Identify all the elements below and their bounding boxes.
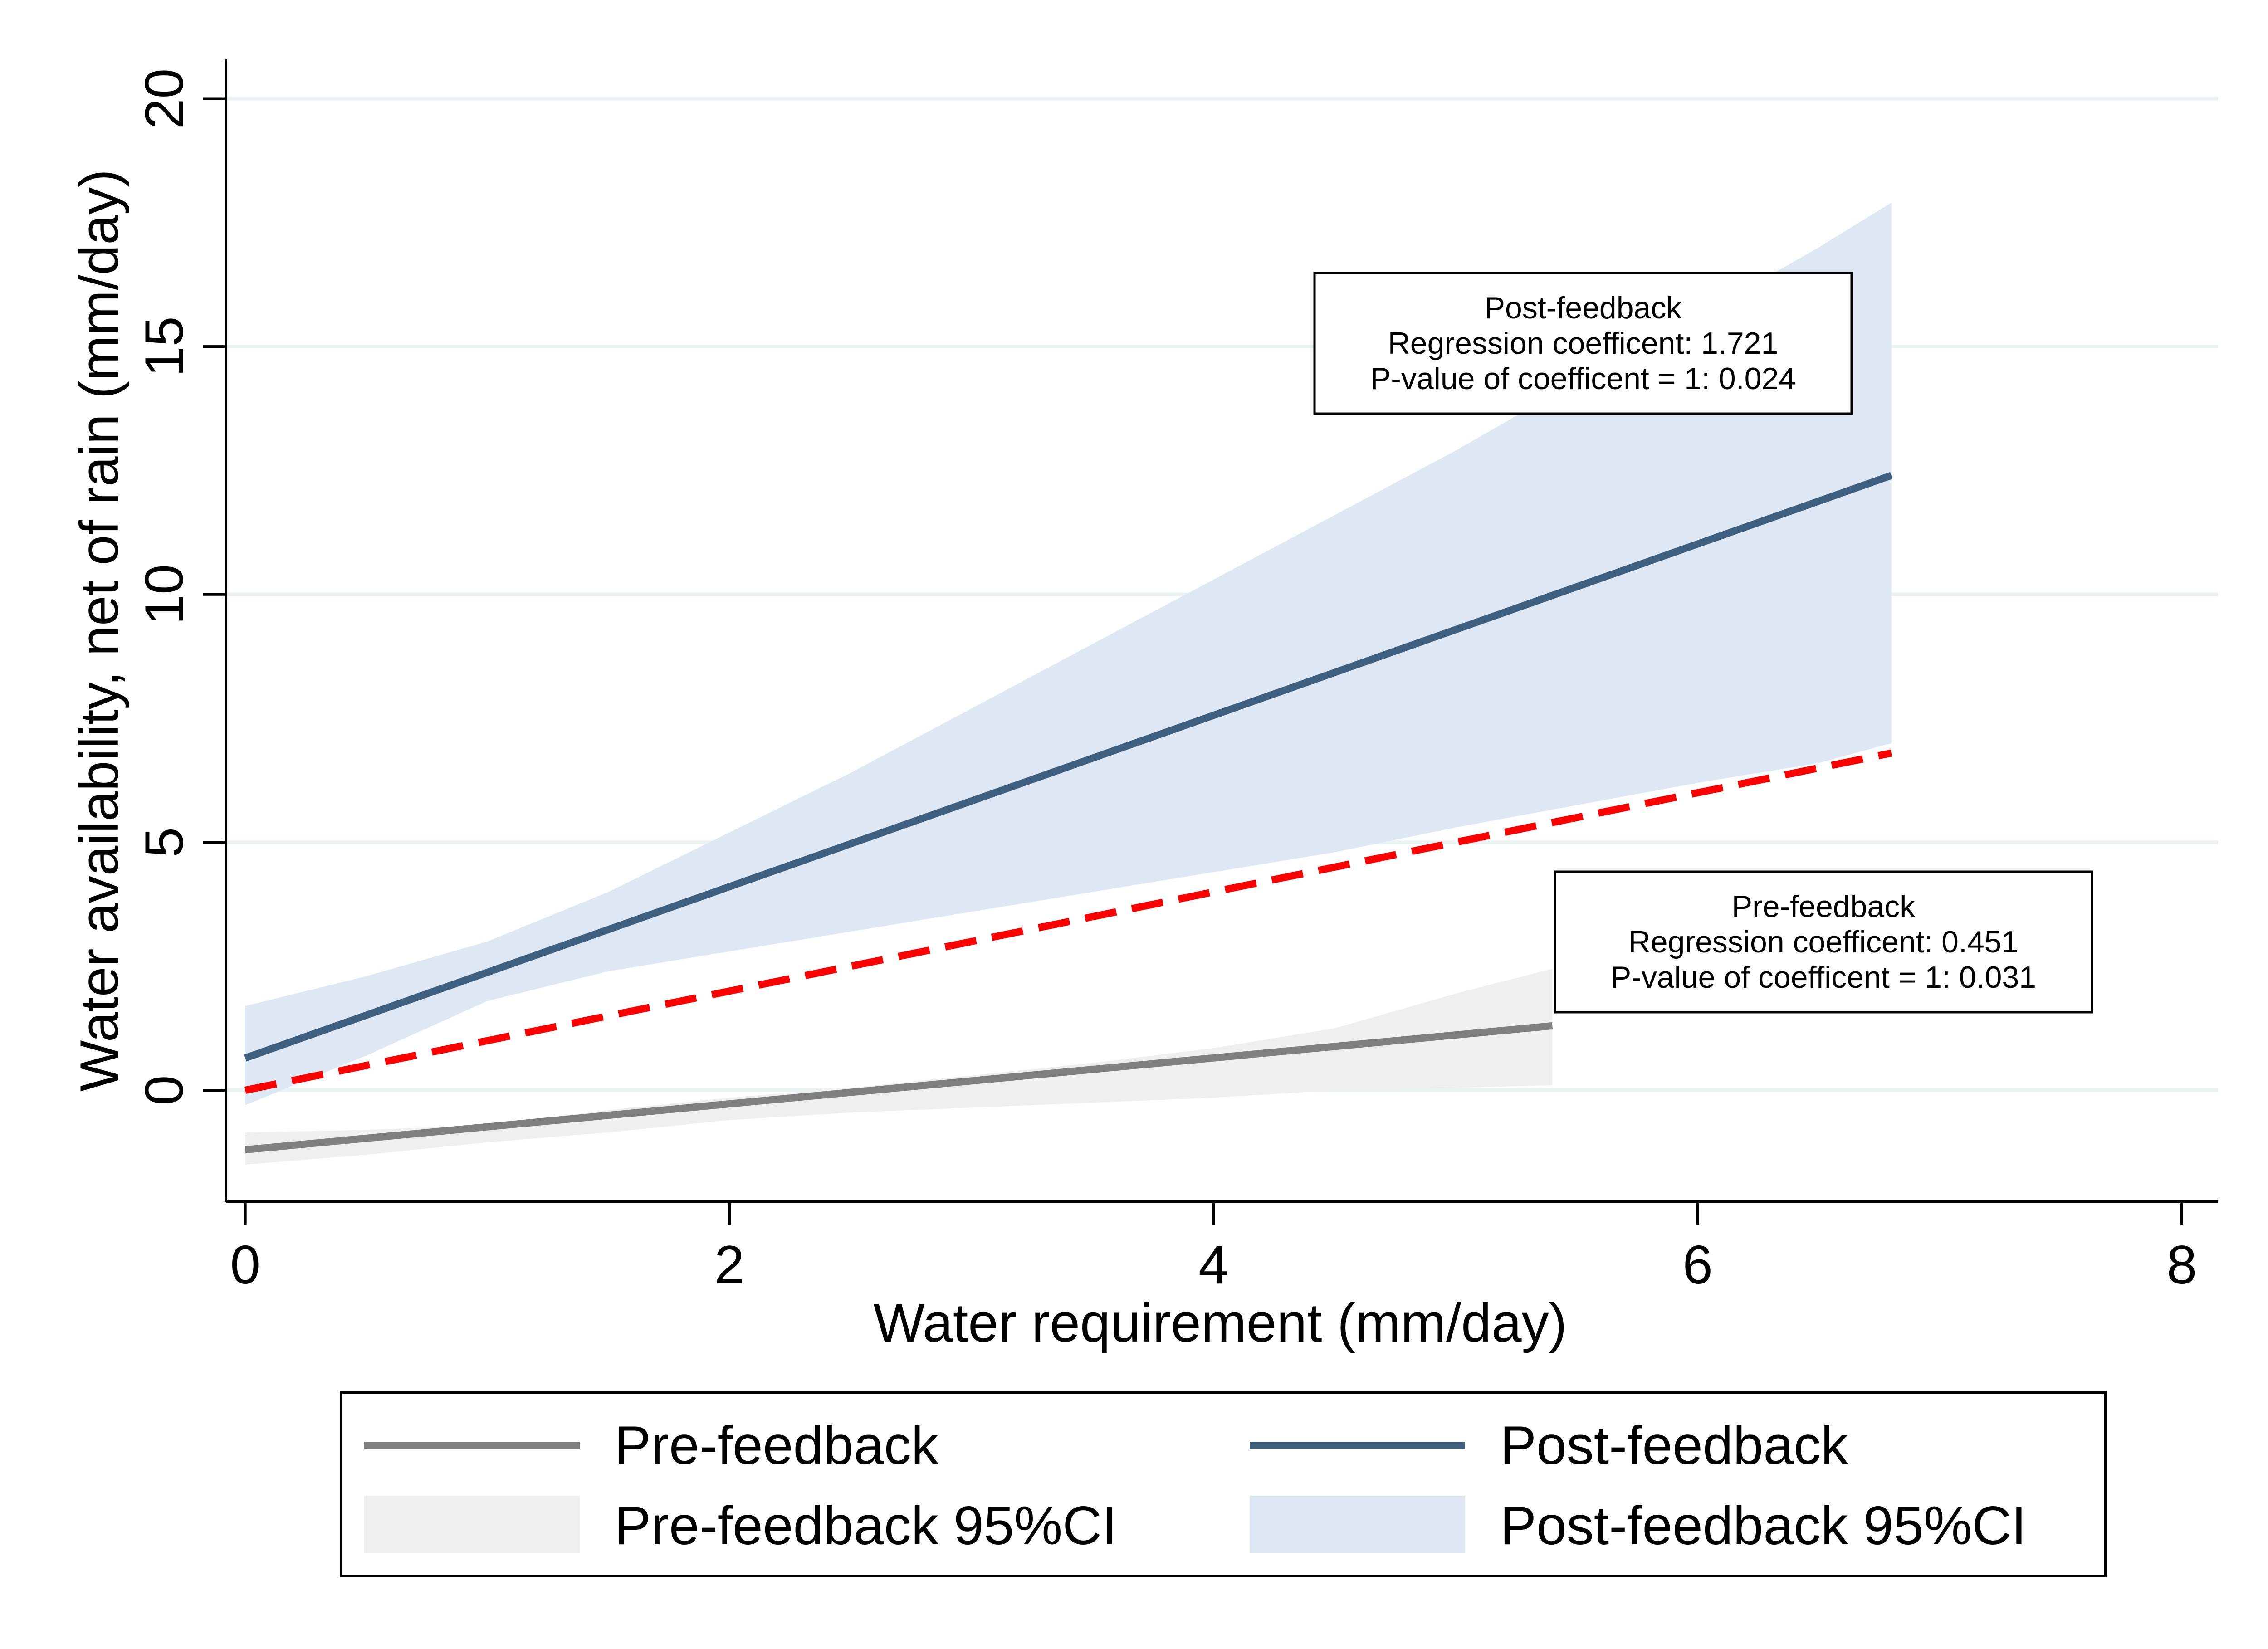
annotation-line: Post-feedback [1485,291,1682,325]
annotation-box [1313,272,1853,415]
x-tick-label: 4 [1198,1234,1229,1295]
regression-lines [244,472,1893,1154]
legend-box [340,1391,2107,1577]
y-tick-label: 5 [134,827,195,858]
post-feedback-95-ci-band [245,203,1892,1105]
x-axis-label: Water requirement (mm/day) [873,1293,1567,1353]
x-tick-label: 2 [714,1234,745,1295]
45-degree-reference-line [244,749,1892,1094]
annotation-line: Regression coefficent: 1.721 [1388,326,1779,361]
y-tick-label: 15 [134,316,195,376]
legend-label-pre-feedback-ci: Pre-feedback 95%CI [615,1495,1117,1556]
y-tick-label: 10 [134,564,195,624]
annotation-post-feedback: Post-feedback Regression coefficent: 1.7… [1313,272,1853,415]
legend-label-post-feedback-ci: Post-feedback 95%CI [1500,1495,2027,1556]
annotation-pre-feedback: Pre-feedback Regression coefficent: 0.45… [1554,870,2093,1014]
y-tick-label: 0 [134,1075,195,1106]
legend-swatch-post-feedback-ci [1250,1496,1465,1553]
axes [225,59,2218,1203]
x-tick-label: 8 [2167,1234,2197,1295]
axis-ticks: 0 2 4 6 8 0 5 10 15 20 [134,68,2197,1295]
annotation-box [1554,870,2093,1014]
y-tick-label: 20 [134,68,195,129]
pre-feedback-line [244,1022,1553,1154]
annotation-line: P-value of coefficent = 1: 0.031 [1611,960,2036,995]
annotation-line: Regression coefficent: 0.451 [1628,925,2019,959]
legend-swatch-pre-feedback-ci [364,1496,580,1553]
x-tick-label: 6 [1682,1234,1713,1295]
legend: Pre-feedback Post-feedback Pre-feedback … [340,1391,2107,1577]
annotation-line: Pre-feedback [1732,889,1916,924]
x-tick-label: 0 [230,1234,260,1295]
post-feedback-line [244,472,1893,1062]
y-axis-label: Water availability, net of rain (mm/day) [69,169,130,1092]
legend-label-post-feedback: Post-feedback [1500,1415,1848,1476]
legend-label-pre-feedback: Pre-feedback [615,1415,939,1476]
annotation-line: P-value of coefficent = 1: 0.024 [1370,361,1796,396]
